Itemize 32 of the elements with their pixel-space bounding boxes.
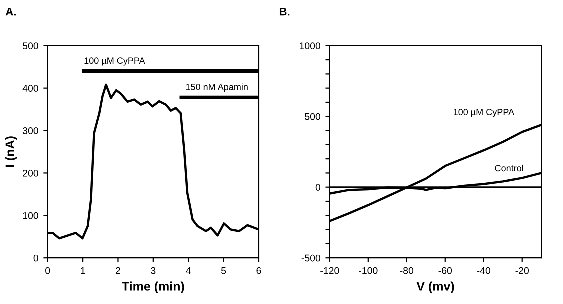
y-tick-label: 500 (305, 113, 321, 120)
x-tick-label: 0 (46, 267, 50, 274)
x-tick-label: 3 (151, 267, 156, 274)
y-tick-label: 500 (22, 42, 38, 50)
y-tick-label: -500 (302, 254, 321, 262)
series-label: 100 µM CyPPA (454, 109, 515, 118)
series-label: 100 µM CyPPA (84, 58, 146, 66)
x-tick-label: -60 (438, 267, 452, 274)
y-axis-title: I (nA) (5, 136, 18, 168)
y-tick-label: 200 (23, 170, 38, 177)
x-axis-title: V (mv) (416, 282, 454, 294)
x-tick-label: 1 (81, 267, 86, 274)
y-tick-label: 0 (316, 184, 321, 191)
y-tick-label: 400 (22, 85, 38, 92)
x-tick-label: -80 (400, 267, 414, 274)
y-tick-label: 0 (34, 254, 38, 262)
y-tick-label: 100 (23, 212, 38, 220)
x-tick-label: 4 (186, 267, 192, 274)
y-tick-label: 1000 (300, 42, 321, 50)
x-axis-title: Time (min) (122, 282, 184, 294)
y-tick-label: 300 (22, 128, 38, 134)
chart-title: B. (280, 8, 290, 16)
x-tick-label: 5 (221, 267, 226, 274)
x-tick-label: -20 (516, 267, 530, 274)
x-tick-label: -120 (320, 267, 340, 274)
series-label: 150 nM Apamin (186, 84, 248, 92)
x-tick-label: -40 (477, 267, 491, 274)
x-tick-label: 6 (256, 267, 262, 274)
chart-title: A. (6, 8, 16, 16)
x-tick-label: 2 (116, 267, 120, 274)
x-tick-label: -100 (359, 267, 378, 274)
series-label: Control (495, 164, 524, 172)
